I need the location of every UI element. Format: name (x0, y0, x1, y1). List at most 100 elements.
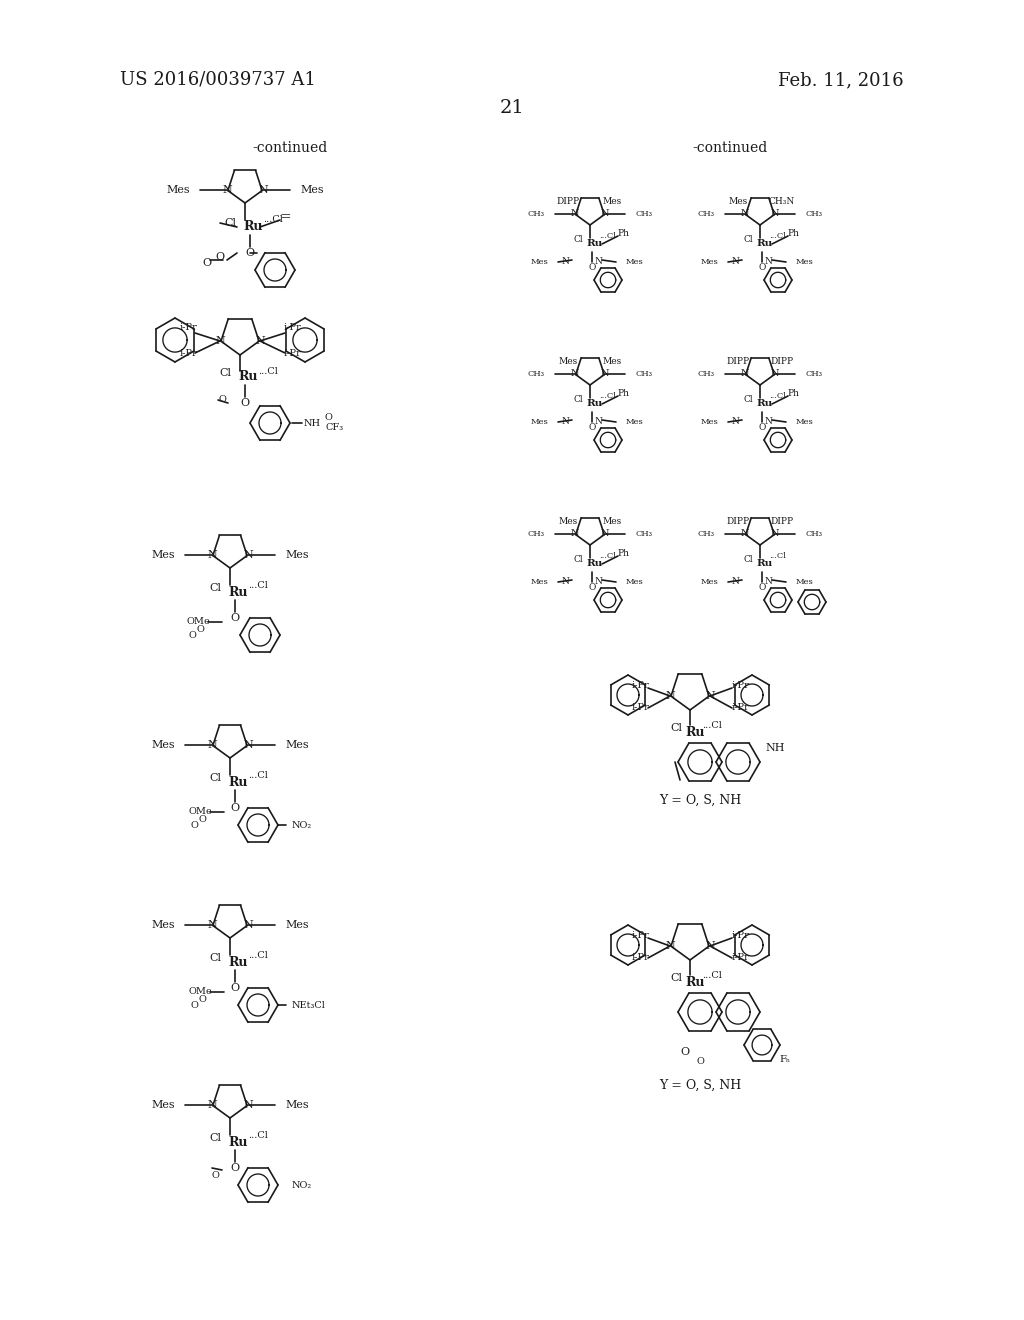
Text: =: = (280, 210, 291, 224)
Text: Mes: Mes (700, 257, 718, 267)
Text: Ru: Ru (587, 560, 603, 569)
Text: O: O (759, 582, 766, 591)
Text: ...Cl: ...Cl (248, 1130, 268, 1139)
Text: OMe: OMe (188, 808, 212, 817)
Text: N: N (561, 578, 569, 586)
Text: Ru: Ru (685, 726, 705, 738)
Text: N: N (594, 578, 602, 586)
Text: Cl: Cl (743, 556, 753, 565)
Text: ...Cl: ...Cl (599, 232, 616, 240)
Text: Ru: Ru (757, 560, 773, 569)
Text: Ph: Ph (617, 549, 629, 557)
Text: Mes: Mes (626, 257, 644, 267)
Text: DIPP: DIPP (556, 198, 580, 206)
Text: N: N (258, 185, 268, 195)
Text: O: O (203, 257, 212, 268)
Text: O: O (230, 1163, 240, 1173)
Text: CH₃: CH₃ (528, 370, 545, 378)
Text: N: N (570, 210, 580, 219)
Text: CH₃: CH₃ (635, 531, 652, 539)
Text: NO₂: NO₂ (292, 1180, 312, 1189)
Text: Cl: Cl (209, 774, 221, 783)
Text: N: N (255, 337, 265, 346)
Text: O: O (246, 248, 255, 257)
Text: N: N (706, 941, 715, 950)
Text: Ru: Ru (228, 776, 248, 788)
Text: Mes: Mes (626, 578, 644, 586)
Text: ...Cl: ...Cl (248, 771, 268, 780)
Text: US 2016/0039737 A1: US 2016/0039737 A1 (120, 71, 315, 88)
Text: -continued: -continued (252, 141, 328, 154)
Text: N: N (666, 690, 675, 701)
Text: N: N (222, 185, 231, 195)
Text: O: O (759, 422, 766, 432)
Text: CH₃: CH₃ (805, 210, 822, 218)
Text: O: O (196, 626, 204, 635)
Text: CH₃: CH₃ (528, 531, 545, 539)
Text: ...Cl: ...Cl (258, 367, 278, 375)
Text: ...Cl: ...Cl (702, 970, 722, 979)
Text: Mes: Mes (530, 418, 548, 426)
Text: O: O (324, 412, 332, 421)
Text: O: O (241, 399, 250, 408)
Text: CH₃: CH₃ (805, 531, 822, 539)
Text: Mes: Mes (602, 358, 622, 367)
Text: ...Cl: ...Cl (248, 581, 268, 590)
Text: N: N (731, 417, 739, 426)
Text: Mes: Mes (626, 418, 644, 426)
Text: N: N (764, 417, 772, 426)
Text: i-Pr: i-Pr (731, 681, 749, 689)
Text: N: N (207, 550, 217, 560)
Text: NEt₃Cl: NEt₃Cl (292, 1001, 326, 1010)
Text: O: O (188, 631, 196, 639)
Text: N: N (764, 257, 772, 267)
Text: N: N (731, 578, 739, 586)
Text: Mes: Mes (285, 550, 308, 560)
Text: Ru: Ru (244, 220, 263, 234)
Text: DIPP: DIPP (770, 517, 794, 527)
Text: NH: NH (765, 743, 784, 752)
Text: 21: 21 (500, 99, 524, 117)
Text: N: N (706, 690, 715, 701)
Text: Mes: Mes (796, 418, 814, 426)
Text: DIPP: DIPP (726, 517, 750, 527)
Text: DIPP: DIPP (770, 358, 794, 367)
Text: ...Cl: ...Cl (263, 215, 283, 224)
Text: N: N (771, 529, 779, 539)
Text: O: O (230, 612, 240, 623)
Text: Y = O, S, NH: Y = O, S, NH (658, 793, 741, 807)
Text: Mes: Mes (152, 1100, 175, 1110)
Text: Ru: Ru (757, 239, 773, 248)
Text: O: O (198, 816, 206, 825)
Text: N: N (243, 1100, 253, 1110)
Text: N: N (243, 550, 253, 560)
Text: i-Pr: i-Pr (631, 704, 649, 713)
Text: O: O (190, 821, 198, 829)
Text: ...Cl: ...Cl (769, 552, 786, 560)
Text: Cl: Cl (670, 723, 682, 733)
Text: Cl: Cl (219, 368, 231, 378)
Text: -continued: -continued (692, 141, 768, 154)
Text: N: N (570, 529, 580, 539)
Text: O: O (696, 1057, 703, 1067)
Text: NO₂: NO₂ (292, 821, 312, 829)
Text: Mes: Mes (285, 1100, 308, 1110)
Text: Mes: Mes (530, 578, 548, 586)
Text: Mes: Mes (152, 741, 175, 750)
Text: CH₃: CH₃ (528, 210, 545, 218)
Text: Ru: Ru (587, 239, 603, 248)
Text: ...Cl: ...Cl (599, 552, 616, 560)
Text: CH₃: CH₃ (698, 370, 715, 378)
Text: OMe: OMe (188, 987, 212, 997)
Text: Ru: Ru (757, 400, 773, 408)
Text: Mes: Mes (285, 741, 308, 750)
Text: ...Cl: ...Cl (248, 950, 268, 960)
Text: Mes: Mes (285, 920, 308, 931)
Text: NH: NH (303, 418, 321, 428)
Text: Mes: Mes (728, 198, 748, 206)
Text: N: N (561, 257, 569, 267)
Text: Cl: Cl (209, 953, 221, 964)
Text: Ru: Ru (685, 975, 705, 989)
Text: O: O (218, 396, 226, 404)
Text: ...Cl: ...Cl (702, 721, 722, 730)
